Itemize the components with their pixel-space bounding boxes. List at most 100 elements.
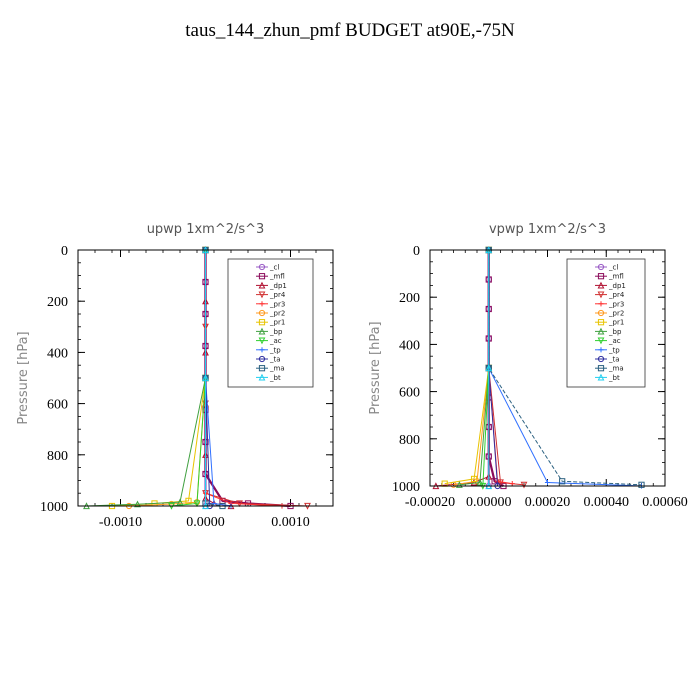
chart1-x-tick-label: 0.0010 bbox=[271, 515, 310, 530]
chart2-point-bt bbox=[485, 364, 493, 372]
chart1-legend-marker bbox=[258, 291, 266, 299]
chart2-point-pr3 bbox=[509, 481, 515, 487]
chart2-x-tick-label: 0.00000 bbox=[466, 495, 512, 510]
chart1-y-axis-label: Pressure [hPa] bbox=[16, 331, 31, 424]
chart2-legend-label: _ac bbox=[608, 337, 621, 345]
chart1-point-bp bbox=[134, 500, 141, 508]
chart2-x-tick-label: 0.00040 bbox=[584, 495, 630, 510]
chart2-legend-marker bbox=[597, 365, 605, 372]
chart2-point-pr1 bbox=[470, 475, 478, 483]
chart2-point-pr4 bbox=[520, 481, 528, 489]
chart1-y-tick-label: 1000 bbox=[40, 500, 68, 515]
chart2-series-line-pr3 bbox=[488, 250, 513, 485]
chart1-title: upwp 1xm^2/s^3 bbox=[147, 222, 265, 237]
chart1-legend-label: _pr4 bbox=[269, 291, 286, 299]
chart2-legend-marker bbox=[597, 319, 605, 326]
chart2-y-tick-label: 0 bbox=[413, 244, 420, 259]
chart2-legend-marker bbox=[598, 301, 604, 307]
chart2-legend-marker bbox=[597, 309, 605, 317]
chart2-legend-label: _pr2 bbox=[608, 310, 624, 318]
chart2-legend-marker bbox=[597, 373, 605, 381]
chart2-point-ma bbox=[638, 481, 645, 488]
chart1-legend-label: _ma bbox=[269, 365, 285, 373]
chart2-legend-label: _bp bbox=[608, 328, 622, 336]
chart1-point-bt bbox=[202, 374, 209, 382]
chart2-x-tick-label: 0.00060 bbox=[642, 495, 688, 510]
chart2-series-line-pr2 bbox=[453, 250, 490, 486]
chart2-legend-marker bbox=[597, 355, 605, 363]
chart1-y-tick-label: 800 bbox=[47, 449, 68, 464]
chart1-legend-marker bbox=[259, 301, 265, 307]
chart2-y-tick-label: 400 bbox=[399, 338, 420, 353]
chart1-legend-label: _pr2 bbox=[269, 310, 285, 318]
chart1-legend-label: _pr1 bbox=[269, 319, 285, 327]
chart2-series-line-dp1 bbox=[435, 250, 490, 487]
chart1-y-tick-label: 400 bbox=[47, 346, 68, 361]
chart2-point-bp bbox=[455, 481, 463, 488]
chart1-legend-marker bbox=[258, 319, 266, 326]
chart1-legend-box bbox=[227, 258, 314, 388]
chart1-y-tick-label: 600 bbox=[47, 398, 68, 413]
chart2-y-axis-label: Pressure [hPa] bbox=[368, 321, 383, 414]
chart2-legend-marker bbox=[597, 337, 605, 345]
chart1-y-tick-label: 200 bbox=[47, 295, 68, 310]
chart2-point-bp bbox=[476, 478, 484, 486]
chart2-x-tick-label: 0.00020 bbox=[525, 495, 571, 510]
chart1-legend-label: _mfl bbox=[269, 273, 285, 281]
chart1-legend-label: _cl bbox=[269, 264, 279, 272]
chart2-series-line-pr4 bbox=[488, 250, 525, 486]
chart2-legend-label: _mfl bbox=[608, 273, 624, 281]
chart1-legend-marker bbox=[258, 327, 266, 335]
chart2-legend-marker bbox=[597, 291, 605, 299]
chart2-x-tick-label: -0.00020 bbox=[405, 495, 455, 510]
chart2-legend-label: _tp bbox=[608, 346, 620, 354]
chart2-legend-label: _cl bbox=[608, 264, 618, 272]
chart1-series-line-dp1 bbox=[205, 250, 232, 507]
chart1-legend-marker bbox=[258, 273, 266, 280]
chart1-legend-marker bbox=[258, 263, 266, 271]
chart1-legend-marker bbox=[258, 281, 266, 289]
chart2-point-dp1 bbox=[470, 478, 478, 486]
chart2-legend-marker bbox=[597, 327, 605, 335]
chart2-y-tick-label: 1000 bbox=[392, 480, 420, 495]
chart2-point-ma bbox=[559, 478, 566, 485]
chart1-legend-marker bbox=[258, 309, 266, 317]
chart1-plot-frame bbox=[77, 249, 334, 507]
chart2-legend-label: _pr1 bbox=[608, 319, 624, 327]
chart2-legend-marker bbox=[597, 273, 605, 280]
chart1-point-tp bbox=[211, 500, 217, 507]
chart1-y-tick-label: 0 bbox=[61, 244, 68, 259]
chart2-y-tick-label: 600 bbox=[399, 386, 420, 401]
chart1-legend-marker bbox=[258, 365, 266, 372]
chart1-legend-label: _bp bbox=[269, 328, 283, 336]
chart2-legend-label: _dp1 bbox=[608, 282, 626, 290]
chart1-legend-marker bbox=[258, 355, 266, 363]
chart1-legend-label: _bt bbox=[269, 374, 281, 382]
chart2-legend-marker bbox=[598, 347, 604, 353]
chart1-legend-label: _dp1 bbox=[269, 282, 287, 290]
chart1-point-ac bbox=[193, 500, 201, 508]
chart1-series-line-tp bbox=[205, 250, 232, 507]
chart1-series-line-pr2 bbox=[128, 250, 206, 507]
chart1-x-tick-label: -0.0010 bbox=[99, 515, 142, 530]
chart2-y-tick-label: 200 bbox=[399, 291, 420, 306]
page-title: taus_144_zhun_pmf BUDGET at90E,-75N bbox=[185, 20, 515, 41]
chart1-legend-label: _pr3 bbox=[269, 300, 285, 308]
chart2-legend-marker bbox=[597, 281, 605, 289]
chart2-legend-marker bbox=[597, 263, 605, 271]
chart2-legend-label: _pr4 bbox=[608, 291, 625, 299]
chart2-title: vpwp 1xm^2/s^3 bbox=[489, 222, 606, 237]
chart2-legend-label: _ta bbox=[608, 356, 620, 364]
chart2-plot-frame bbox=[429, 249, 666, 487]
chart1-series-line-bp bbox=[86, 250, 206, 507]
chart1-x-tick-label: 0.0000 bbox=[186, 515, 225, 530]
chart2-legend-box bbox=[566, 258, 646, 388]
chart1-legend-marker bbox=[258, 373, 266, 381]
chart2-legend-label: _pr3 bbox=[608, 300, 624, 308]
chart2-legend-label: _bt bbox=[608, 374, 620, 382]
chart2-point-tp bbox=[544, 479, 551, 486]
chart1-legend-label: _ac bbox=[269, 337, 282, 345]
chart1-legend-marker bbox=[258, 337, 266, 345]
chart1-legend-marker bbox=[259, 347, 265, 353]
